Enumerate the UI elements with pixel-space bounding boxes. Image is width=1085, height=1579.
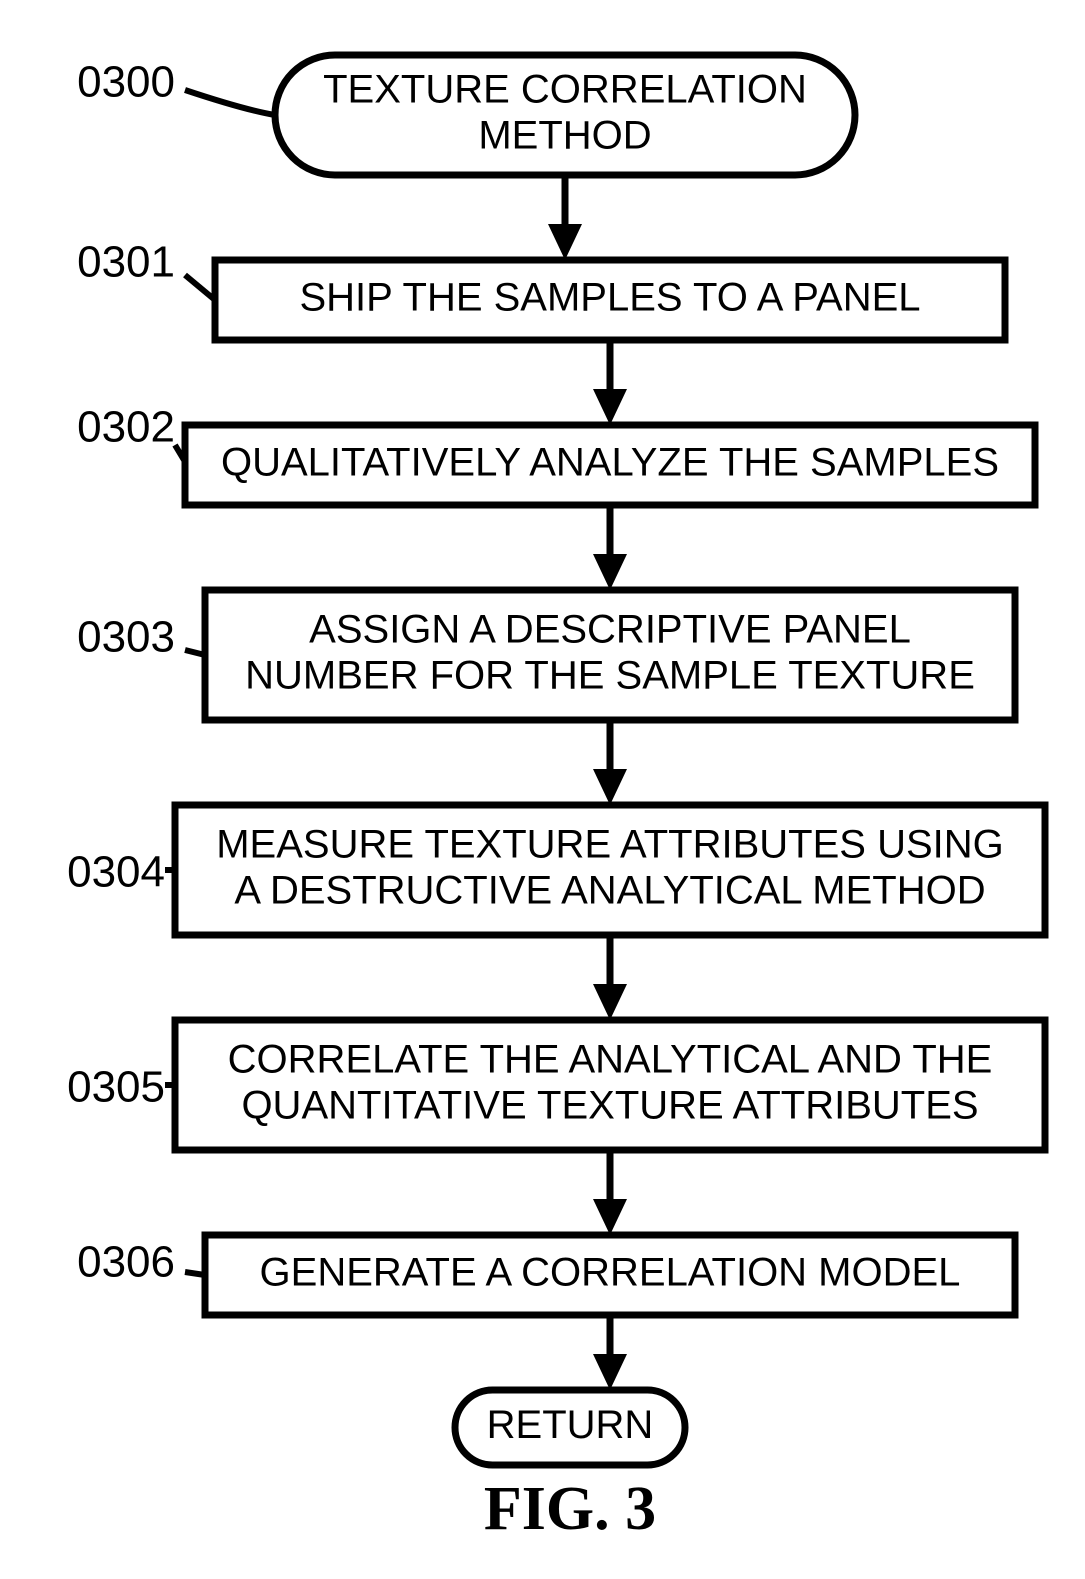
leader-line <box>185 275 215 300</box>
arrow-head-icon <box>593 389 627 425</box>
arrow-head-icon <box>548 224 582 260</box>
node-text: GENERATE A CORRELATION MODEL <box>260 1251 961 1295</box>
ref-label: 0305 <box>67 1063 165 1112</box>
leader-line <box>185 90 275 115</box>
node-text: NUMBER FOR THE SAMPLE TEXTURE <box>245 654 975 698</box>
ref-label: 0306 <box>77 1238 175 1287</box>
process-node: ASSIGN A DESCRIPTIVE PANELNUMBER FOR THE… <box>205 590 1015 720</box>
arrow-head-icon <box>593 1199 627 1235</box>
node-text: CORRELATE THE ANALYTICAL AND THE <box>228 1038 993 1082</box>
process-node: MEASURE TEXTURE ATTRIBUTES USINGA DESTRU… <box>175 805 1045 935</box>
process-node: CORRELATE THE ANALYTICAL AND THEQUANTITA… <box>175 1020 1045 1150</box>
node-text: MEASURE TEXTURE ATTRIBUTES USING <box>216 823 1004 867</box>
terminal-node: RETURN <box>455 1390 685 1465</box>
ref-label: 0303 <box>77 613 175 662</box>
ref-label: 0300 <box>77 58 175 107</box>
ref-label: 0304 <box>67 848 165 897</box>
node-text: TEXTURE CORRELATION <box>323 68 807 112</box>
arrow-head-icon <box>593 554 627 590</box>
arrow-head-icon <box>593 984 627 1020</box>
node-text: QUANTITATIVE TEXTURE ATTRIBUTES <box>241 1084 978 1128</box>
process-node: QUALITATIVELY ANALYZE THE SAMPLES <box>185 425 1035 505</box>
node-text: QUALITATIVELY ANALYZE THE SAMPLES <box>221 441 999 485</box>
node-text: RETURN <box>487 1403 654 1447</box>
process-node: GENERATE A CORRELATION MODEL <box>205 1235 1015 1315</box>
terminal-node: TEXTURE CORRELATIONMETHOD <box>275 55 855 175</box>
ref-label: 0302 <box>77 403 175 452</box>
arrow-head-icon <box>593 769 627 805</box>
arrow-head-icon <box>593 1354 627 1390</box>
node-text: METHOD <box>478 114 651 158</box>
node-text: A DESTRUCTIVE ANALYTICAL METHOD <box>234 869 985 913</box>
ref-label: 0301 <box>77 238 175 287</box>
node-text: SHIP THE SAMPLES TO A PANEL <box>299 276 920 320</box>
process-node: SHIP THE SAMPLES TO A PANEL <box>215 260 1005 340</box>
figure-label: FIG. 3 <box>484 1475 656 1543</box>
node-text: ASSIGN A DESCRIPTIVE PANEL <box>309 608 911 652</box>
